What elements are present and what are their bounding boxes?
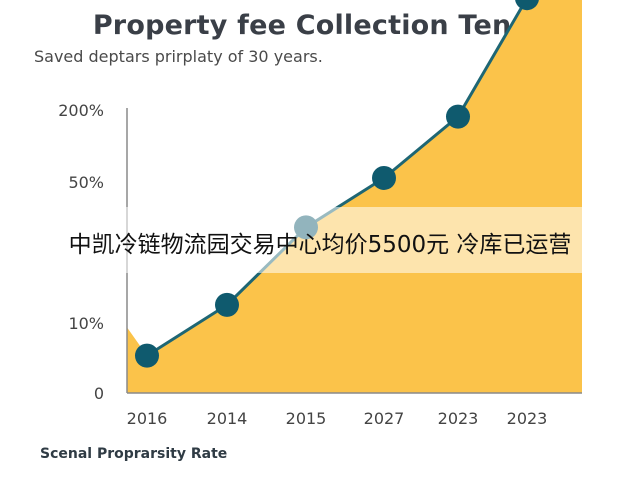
x-tick-label: 2023: [438, 409, 479, 428]
data-point-2: [215, 292, 239, 317]
caption-overlay-band: [0, 207, 640, 273]
chart-subtitle: Saved deptars prirplaty of 30 years.: [34, 47, 323, 66]
y-tick-label: 10%: [68, 314, 104, 333]
x-tick-label: 2014: [207, 409, 248, 428]
x-tick-label: 2027: [364, 409, 405, 428]
x-tick-label: 2016: [127, 409, 168, 428]
data-point-4: [372, 165, 396, 190]
x-tick-label: 2015: [286, 409, 327, 428]
y-tick-label: 200%: [58, 101, 104, 120]
y-tick-label: 0: [94, 384, 104, 403]
x-axis-label: Scenal Proprarsity Rate: [40, 446, 228, 462]
data-point-1: [135, 343, 159, 368]
data-point-5: [446, 104, 470, 129]
area-fill: [127, 0, 582, 393]
y-tick-label: 50%: [68, 173, 104, 192]
x-tick-label: 2023: [507, 409, 548, 428]
data-point-6: [515, 0, 539, 11]
chart-title: Property fee Collection Tends: [92, 10, 548, 41]
caption-overlay-text: 中凯冷链物流园交易中心均价5500元 冷库已运营: [68, 232, 572, 258]
